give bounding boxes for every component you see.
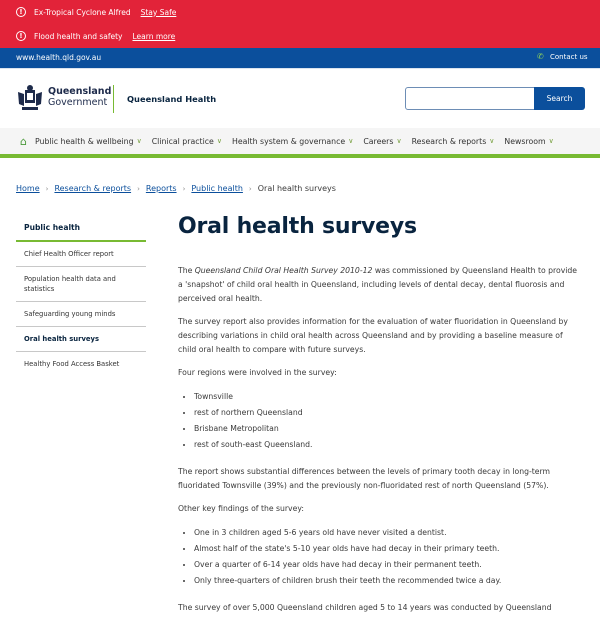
breadcrumb-reports[interactable]: Reports xyxy=(145,184,177,193)
page-title: Oral health surveys xyxy=(178,214,417,239)
sidebar-heading[interactable]: Public health xyxy=(16,216,146,242)
paragraph: The survey of over 5,000 Queensland chil… xyxy=(178,603,552,612)
chevron-down-icon: ∨ xyxy=(548,137,554,145)
site-name[interactable]: Queensland Health xyxy=(127,94,217,104)
breadcrumb: Home › Research & reports › Reports › Publi… xyxy=(16,184,336,193)
chevron-down-icon: ∨ xyxy=(489,137,495,145)
main-content: The Queensland Child Oral Health Survey … xyxy=(178,264,578,624)
paragraph: Other key findings of the survey: xyxy=(178,504,304,513)
alert-cyclone: ! Ex-Tropical Cyclone Alfred Stay Safe xyxy=(16,7,176,17)
phone-icon: ✆ xyxy=(537,52,544,61)
nav-research-reports[interactable]: Research & reports ∨ xyxy=(412,137,495,146)
search-input[interactable] xyxy=(405,87,535,110)
site-url[interactable]: www.health.qld.gov.au xyxy=(16,53,102,62)
list-item: Only three-quarters of children brush th… xyxy=(194,573,578,589)
logo-text-government: Government xyxy=(48,97,108,108)
sidebar-item-population-health[interactable]: Population health data and statistics xyxy=(16,267,146,302)
coat-of-arms-logo[interactable] xyxy=(16,84,44,112)
sidebar-item-safeguarding[interactable]: Safeguarding young minds xyxy=(16,302,146,327)
nav-label: Clinical practice xyxy=(151,136,214,146)
text: The xyxy=(178,266,195,275)
nav-label: Research & reports xyxy=(411,136,487,146)
sidebar-item-oral-health[interactable]: Oral health surveys xyxy=(16,327,146,352)
learn-more-link[interactable]: Learn more xyxy=(132,31,176,41)
chevron-down-icon: ∨ xyxy=(396,137,402,145)
search-button[interactable]: Search xyxy=(534,87,585,110)
alert-text: Ex-Tropical Cyclone Alfred xyxy=(34,7,131,17)
intro-paragraph: The Queensland Child Oral Health Survey … xyxy=(178,264,578,306)
alert-text: Flood health and safety xyxy=(34,31,123,41)
nav-newsroom[interactable]: Newsroom ∨ xyxy=(504,137,553,146)
chevron-down-icon: ∨ xyxy=(348,137,354,145)
chevron-right-icon: › xyxy=(45,184,49,193)
chevron-right-icon: › xyxy=(137,184,140,193)
list-item: Brisbane Metropolitan xyxy=(194,421,578,437)
sidebar-item-food-basket[interactable]: Healthy Food Access Basket xyxy=(24,360,120,368)
breadcrumb-public-health[interactable]: Public health xyxy=(191,184,243,193)
chevron-down-icon: ∨ xyxy=(136,137,142,145)
nav-accent-bar xyxy=(0,154,600,158)
findings-list: One in 3 children aged 5-6 years old hav… xyxy=(194,525,578,589)
paragraph: Four regions were involved in the survey… xyxy=(178,368,337,377)
sidebar-item-cho-report[interactable]: Chief Health Officer report xyxy=(16,242,146,267)
alert-flood: ! Flood health and safety Learn more xyxy=(16,31,175,41)
nav-careers[interactable]: Careers ∨ xyxy=(363,137,401,146)
list-item: Townsville xyxy=(194,389,578,405)
chevron-right-icon: › xyxy=(248,184,252,193)
logo-text-queensland: Queensland xyxy=(48,86,112,97)
list-item: rest of northern Queensland xyxy=(194,405,578,421)
top-bar: www.health.qld.gov.au ✆ Contact us xyxy=(0,48,600,68)
stay-safe-link[interactable]: Stay Safe xyxy=(140,7,177,17)
paragraph: The report shows substantial differences… xyxy=(178,467,551,490)
alert-banner: ! Ex-Tropical Cyclone Alfred Stay Safe !… xyxy=(0,0,600,48)
breadcrumb-current: Oral health surveys xyxy=(257,184,336,193)
breadcrumb-home[interactable]: Home xyxy=(16,184,40,193)
home-icon[interactable]: ⌂ xyxy=(20,134,27,148)
site-header: Queensland Government Queensland Health … xyxy=(0,68,600,128)
nav-health-system[interactable]: Health system & governance ∨ xyxy=(232,137,353,146)
list-item: One in 3 children aged 5-6 years old hav… xyxy=(194,525,578,541)
list-item: Almost half of the state's 5-10 year old… xyxy=(194,541,578,557)
contact-us-link[interactable]: Contact us xyxy=(550,53,588,61)
nav-label: Public health & wellbeing xyxy=(34,136,134,146)
alert-icon: ! xyxy=(16,7,26,17)
regions-list: Townsville rest of northern Queensland B… xyxy=(194,389,578,453)
nav-label: Health system & governance xyxy=(231,136,346,146)
nav-label: Newsroom xyxy=(504,136,546,146)
nav-label: Careers xyxy=(363,136,394,146)
main-nav: ⌂ Public health & wellbeing ∨ Clinical pr… xyxy=(0,128,600,154)
text: was commissioned by Queensland Health to… xyxy=(178,266,577,303)
alert-icon: ! xyxy=(16,31,26,41)
nav-clinical-practice[interactable]: Clinical practice ∨ xyxy=(152,137,222,146)
header-divider xyxy=(113,85,114,113)
chevron-down-icon: ∨ xyxy=(216,137,222,145)
list-item: rest of south-east Queensland. xyxy=(194,437,578,453)
nav-public-health[interactable]: Public health & wellbeing ∨ xyxy=(35,137,142,146)
survey-title: Queensland Child Oral Health Survey 2010… xyxy=(194,266,373,275)
sidebar-nav: Public health Chief Health Officer repor… xyxy=(16,216,146,376)
paragraph: The survey report also provides informat… xyxy=(178,317,568,354)
list-item: Over a quarter of 6-14 year olds have ha… xyxy=(194,557,578,573)
chevron-right-icon: › xyxy=(182,184,186,193)
breadcrumb-research-reports[interactable]: Research & reports xyxy=(54,184,132,193)
